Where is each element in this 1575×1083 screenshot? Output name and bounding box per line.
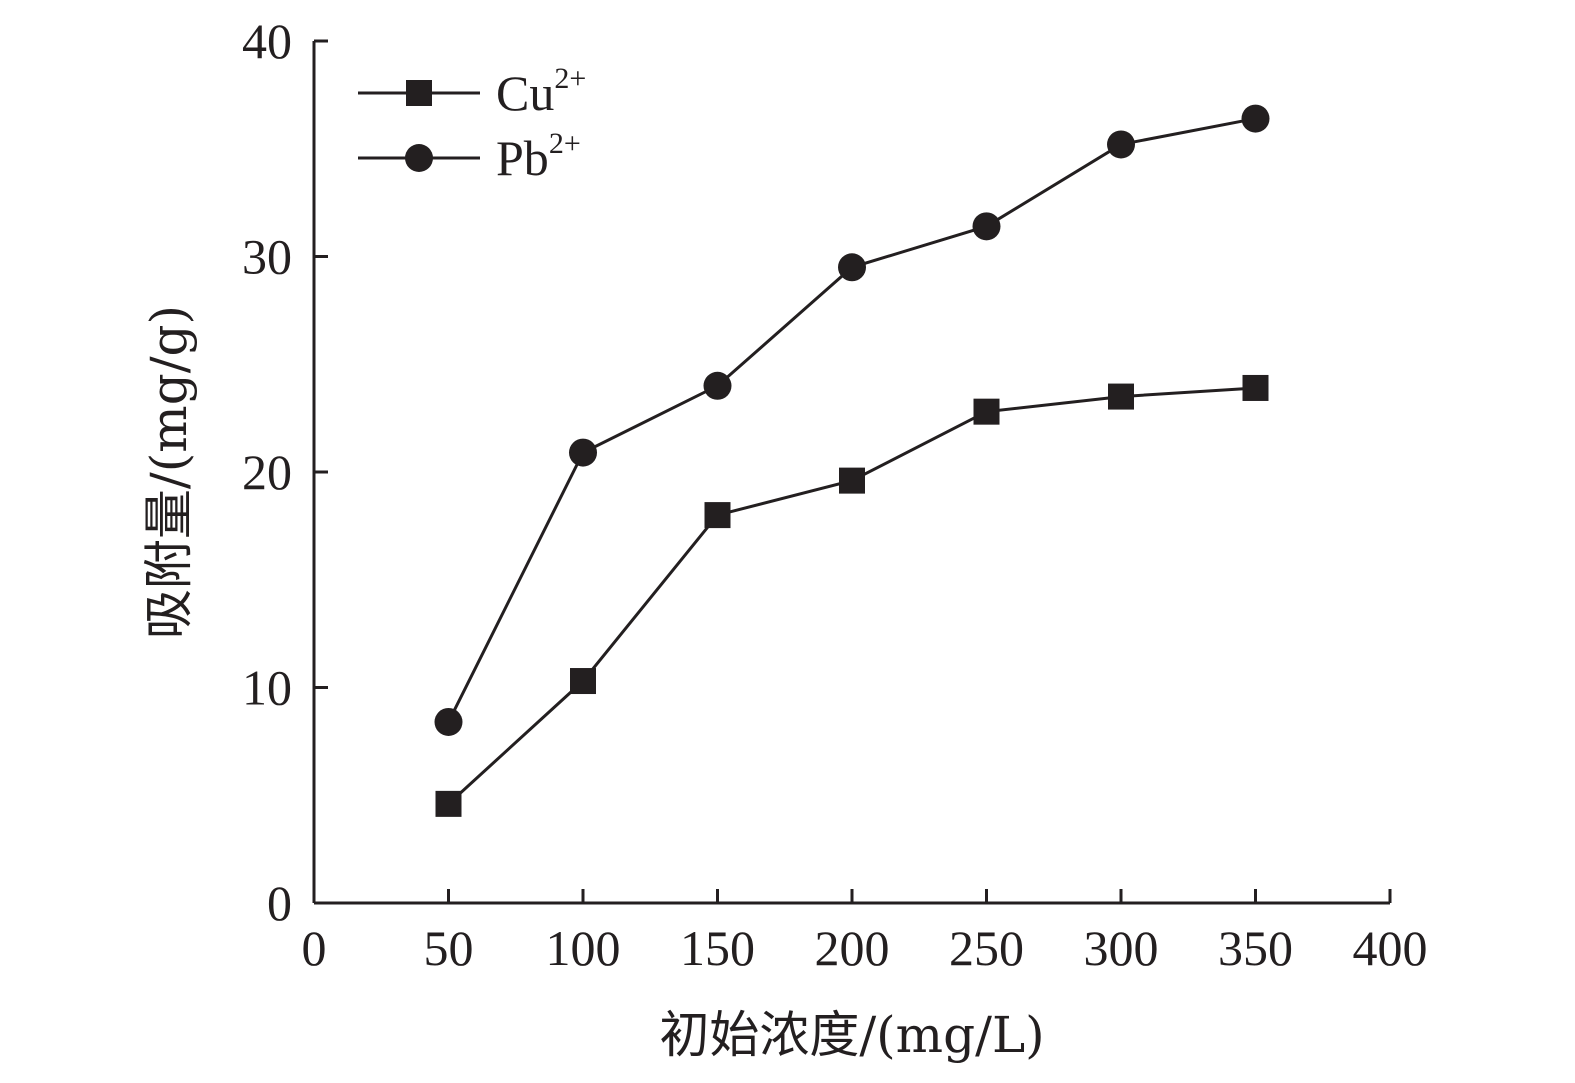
data-point-square: [704, 502, 731, 529]
legend-label: Pb2+: [496, 127, 581, 186]
y-tick-label: 0: [267, 875, 292, 931]
legend-marker-square: [406, 80, 432, 106]
legend-item-cu: Cu2+: [358, 62, 586, 121]
y-axis-title: 吸附量/(mg/g): [140, 305, 198, 639]
y-axis-ticks: 0 10 20 30 40: [242, 13, 328, 931]
data-point-circle: [434, 707, 463, 736]
data-point-square: [1242, 374, 1269, 401]
data-point-circle: [838, 253, 866, 282]
x-tick-label: 50: [424, 920, 474, 976]
data-point-circle: [1107, 130, 1135, 159]
legend: Cu2+ Pb2+: [358, 62, 586, 186]
data-point-circle: [703, 371, 732, 400]
x-tick-label: 250: [949, 920, 1024, 976]
y-tick-label: 10: [242, 660, 292, 716]
x-tick-label: 100: [546, 920, 621, 976]
x-tick-label: 400: [1353, 920, 1428, 976]
data-point-square: [1108, 383, 1134, 410]
series-layer: [434, 104, 1270, 817]
data-point-square: [435, 790, 462, 817]
data-point-square: [570, 668, 596, 695]
legend-marker-circle: [405, 144, 433, 172]
y-tick-label: 30: [242, 229, 292, 285]
data-point-circle: [569, 438, 597, 467]
x-tick-label: 150: [680, 920, 755, 976]
x-tick-label: 300: [1084, 920, 1159, 976]
series-pb: [434, 104, 1270, 736]
data-point-square: [839, 467, 865, 494]
legend-label: Cu2+: [496, 62, 586, 121]
series-cu: [435, 374, 1269, 817]
series-line: [447, 117, 1256, 723]
data-point-square: [973, 398, 1000, 425]
y-tick-label: 40: [242, 13, 292, 69]
legend-item-pb: Pb2+: [358, 127, 581, 186]
x-tick-label: 0: [302, 920, 327, 976]
data-point-circle: [972, 212, 1001, 241]
y-tick-label: 20: [242, 444, 292, 500]
x-axis-ticks: 0 50 100 150 200 250 300 350 400: [302, 889, 1428, 976]
x-tick-label: 200: [815, 920, 890, 976]
data-point-circle: [1241, 104, 1270, 133]
x-tick-label: 350: [1218, 920, 1293, 976]
x-axis-title: 初始浓度/(mg/L): [659, 1006, 1044, 1064]
